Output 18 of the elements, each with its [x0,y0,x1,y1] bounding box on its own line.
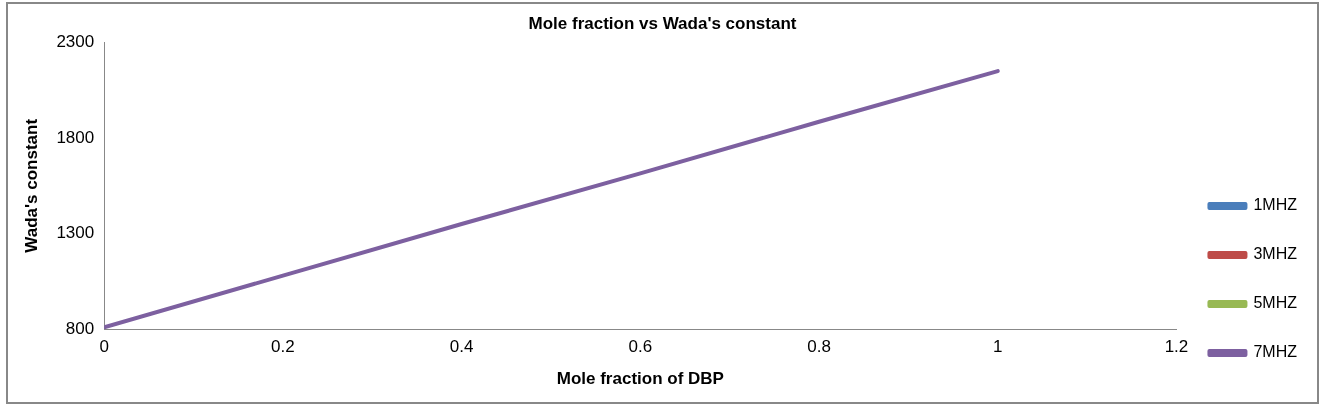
legend-label: 7MHZ [1253,343,1298,361]
x-axis-title: Mole fraction of DBP [556,369,724,389]
x-tick-label: 1 [993,337,1003,357]
x-tick-label: 0 [99,337,109,357]
legend-label: 1MHZ [1253,196,1298,214]
x-tick-label: 0.8 [807,337,831,357]
x-tick-label: 1.2 [1164,337,1189,357]
x-tick-label: 0.6 [628,337,653,357]
x-tick-label: 0.2 [271,337,295,357]
y-tick-label: 1300 [56,223,95,243]
y-tick-label: 2300 [56,32,95,52]
legend-label: 5MHZ [1253,294,1298,312]
y-axis-title: Wada's constant [21,118,41,253]
legend-label: 3MHZ [1253,245,1298,263]
y-tick-label: 1800 [56,127,95,147]
y-tick-label: 800 [65,318,95,338]
x-tick-label: 0.4 [449,337,474,357]
chart-title: Mole fraction vs Wada's constant [528,13,797,33]
